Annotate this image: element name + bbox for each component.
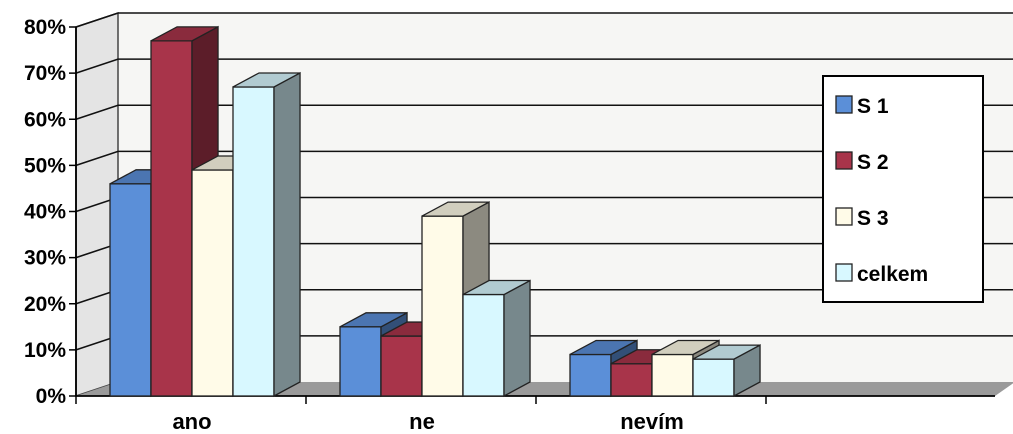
bar-front — [192, 170, 233, 396]
y-axis-ticks: 0% 10% 20% 30% 40% 50% 60% 70% 80% — [24, 16, 76, 408]
y-tick-label: 70% — [24, 62, 66, 85]
y-tick-label: 80% — [24, 16, 66, 39]
legend: S 1 S 2 S 3 celkem — [823, 76, 983, 302]
bar-front — [611, 364, 652, 396]
y-tick-label: 0% — [36, 385, 67, 408]
x-category-label: nevím — [620, 409, 684, 434]
legend-swatch — [836, 96, 852, 113]
bar-side — [504, 281, 530, 396]
bar-front — [381, 336, 422, 396]
x-axis-labels: ano ne nevím — [172, 409, 683, 434]
bar-front — [422, 216, 463, 396]
bar-side — [274, 73, 300, 396]
bar-front — [652, 354, 693, 396]
legend-swatch — [836, 208, 852, 225]
bar-front — [463, 295, 504, 396]
bar-front — [233, 87, 274, 396]
bar-front — [151, 41, 192, 396]
y-tick-label: 40% — [24, 201, 66, 224]
y-tick-label: 60% — [24, 108, 66, 131]
bar-front — [570, 354, 611, 396]
bar — [233, 73, 300, 396]
bar-front — [340, 327, 381, 396]
y-tick-label: 30% — [24, 247, 66, 270]
bar-front — [693, 359, 734, 396]
bar — [463, 281, 530, 396]
x-category-label: ne — [409, 409, 435, 434]
y-tick-label: 10% — [24, 339, 66, 362]
bar-front — [110, 184, 151, 396]
legend-label: celkem — [857, 263, 928, 286]
legend-swatch — [836, 264, 852, 281]
x-category-label: ano — [172, 409, 211, 434]
y-tick-label: 50% — [24, 154, 66, 177]
legend-label: S 3 — [857, 207, 889, 230]
legend-label: S 1 — [857, 95, 889, 118]
legend-label: S 2 — [857, 151, 889, 174]
legend-swatch — [836, 152, 852, 169]
y-tick-label: 20% — [24, 293, 66, 316]
